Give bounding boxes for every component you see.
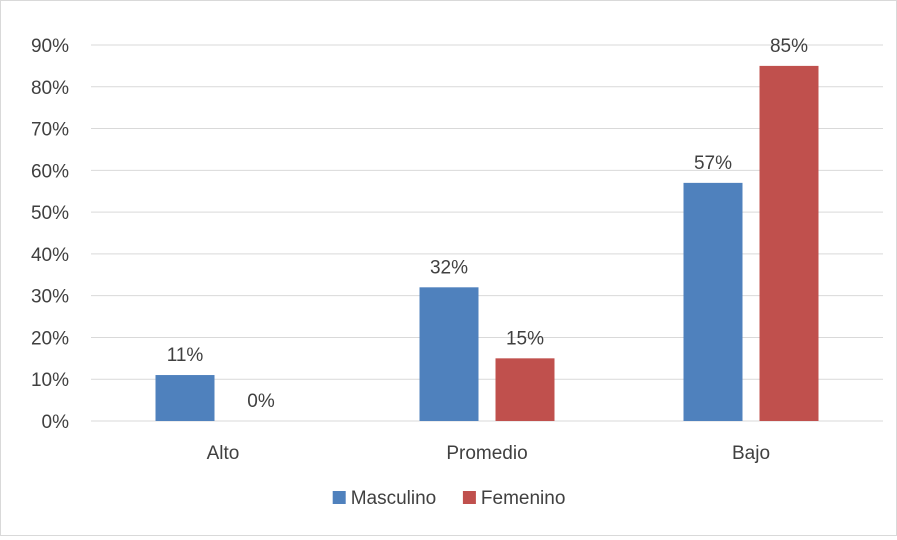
data-label: 0% bbox=[247, 391, 275, 412]
legend: Masculino Femenino bbox=[332, 488, 566, 509]
x-axis-categories: Alto Promedio Bajo bbox=[207, 443, 770, 464]
bar-masculino-alto bbox=[155, 375, 215, 421]
data-label: 57% bbox=[694, 153, 732, 174]
y-tick-label: 30% bbox=[31, 287, 69, 308]
bar-femenino-bajo bbox=[759, 65, 819, 421]
data-label: 15% bbox=[506, 328, 544, 349]
category-label: Alto bbox=[207, 443, 240, 464]
legend-swatch-masculino bbox=[332, 491, 346, 504]
y-tick-label: 60% bbox=[31, 161, 69, 182]
y-axis-ticks: 0% 10% 20% 30% 40% 50% 60% 70% 80% 90% bbox=[31, 36, 69, 433]
y-tick-label: 20% bbox=[31, 328, 69, 349]
bar-masculino-bajo bbox=[683, 182, 743, 421]
legend-swatch-femenino bbox=[462, 491, 476, 504]
bar-masculino-promedio bbox=[419, 287, 479, 421]
y-tick-label: 80% bbox=[31, 78, 69, 99]
category-label: Bajo bbox=[732, 443, 770, 464]
data-labels: 11% 0% 32% 15% 57% 85% bbox=[167, 36, 808, 412]
y-tick-label: 50% bbox=[31, 203, 69, 224]
category-label: Promedio bbox=[446, 443, 527, 464]
y-tick-label: 90% bbox=[31, 36, 69, 57]
data-label: 32% bbox=[430, 257, 468, 278]
bars bbox=[155, 65, 819, 421]
y-tick-label: 0% bbox=[42, 412, 70, 433]
y-tick-label: 70% bbox=[31, 120, 69, 141]
legend-label-femenino: Femenino bbox=[481, 488, 566, 509]
y-tick-label: 10% bbox=[31, 370, 69, 391]
gridlines bbox=[91, 44, 883, 422]
bar-femenino-promedio bbox=[495, 358, 555, 421]
y-tick-label: 40% bbox=[31, 245, 69, 266]
data-label: 85% bbox=[770, 36, 808, 57]
legend-label-masculino: Masculino bbox=[351, 488, 437, 509]
data-label: 11% bbox=[167, 345, 204, 366]
